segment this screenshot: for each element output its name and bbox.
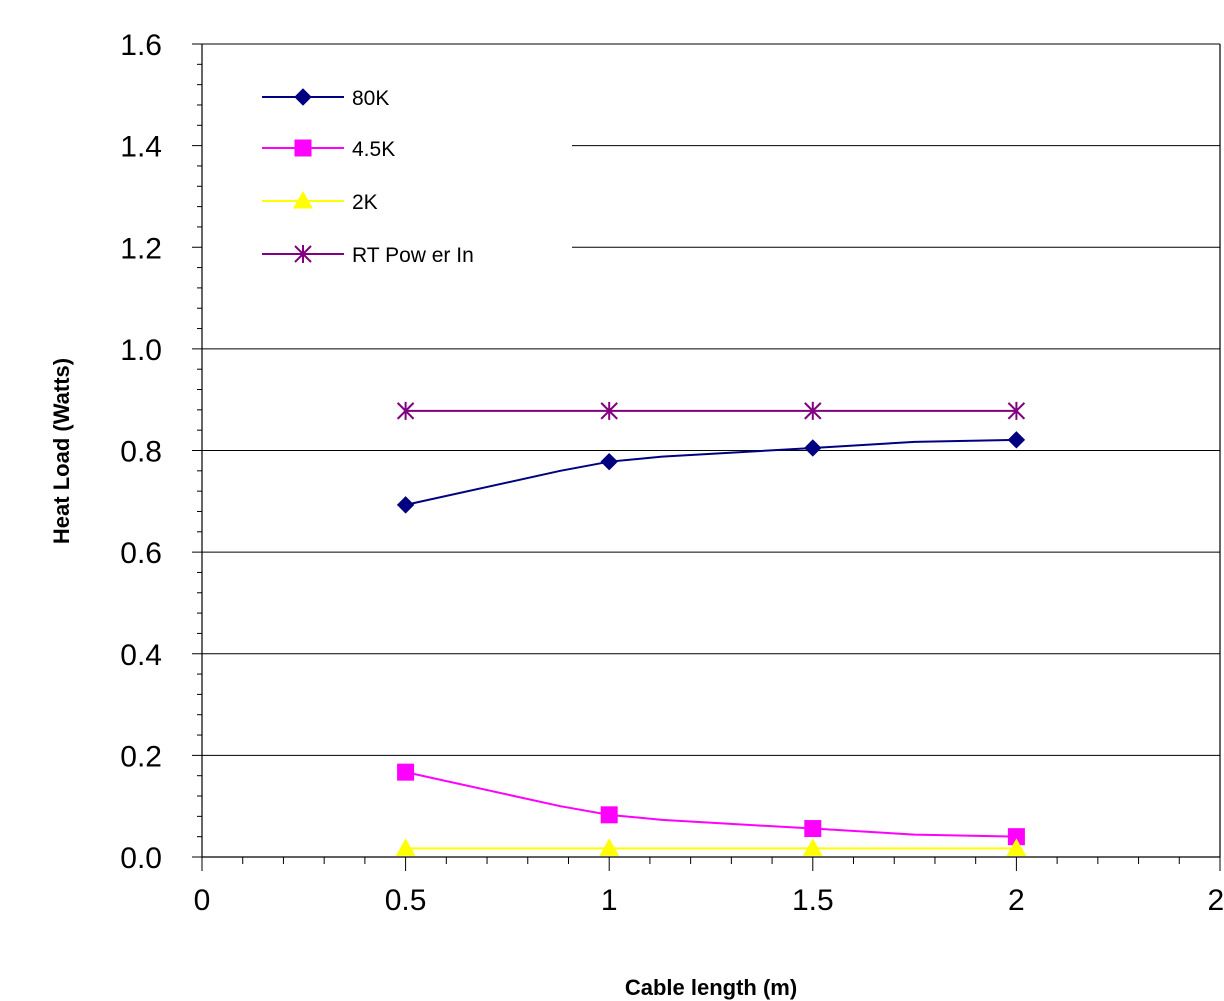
x-tick-label: 1.5 <box>792 884 834 917</box>
y-tick-label: 0.0 <box>120 842 162 875</box>
y-tick-label: 1.6 <box>120 29 162 62</box>
data-point-triangle <box>1006 838 1027 856</box>
series-80k <box>396 431 1026 514</box>
y-tick-label: 0.8 <box>120 436 162 469</box>
data-point-diamond <box>804 439 822 457</box>
data-point-asterisk <box>294 245 312 263</box>
data-point-square <box>804 820 822 838</box>
data-point-triangle <box>802 838 823 856</box>
x-tick-label: 0 <box>194 884 211 917</box>
data-point-triangle <box>293 190 313 209</box>
data-point-square <box>397 763 415 781</box>
data-point-square <box>294 139 312 157</box>
y-tick-label: 1.0 <box>120 334 162 367</box>
data-point-triangle <box>599 838 620 856</box>
y-tick-label: 1.4 <box>120 131 162 164</box>
y-tick-label: 1.2 <box>120 232 162 265</box>
legend: 80K 4.5K 2K RT Pow er In <box>262 87 474 267</box>
series-layer <box>395 401 1027 856</box>
legend-entry: 4.5K <box>262 138 395 161</box>
x-tick-label: 2 <box>1008 884 1025 917</box>
data-point-square <box>600 806 618 824</box>
x-axis-title: Cable length (m) <box>625 975 797 1000</box>
y-tick-label: 0.6 <box>120 537 162 570</box>
legend-entry: 80K <box>262 87 389 110</box>
data-point-asterisk <box>804 401 822 420</box>
x-tick-label: 0.5 <box>385 884 427 917</box>
data-point-diamond <box>1007 431 1026 449</box>
legend-label: RT Pow er In <box>352 244 474 267</box>
gridlines <box>202 43 1220 756</box>
series-line <box>405 771 1017 838</box>
y-axis-title: Heat Load (Watts) <box>49 358 74 544</box>
y-tick-label: 0.4 <box>120 639 162 672</box>
x-tick-label: 2. <box>1207 884 1224 917</box>
data-point-asterisk <box>396 401 415 420</box>
series-line <box>405 438 1017 506</box>
data-point-asterisk <box>600 401 618 420</box>
y-tick-label: 0.2 <box>120 740 162 773</box>
x-tick-label: 1 <box>601 884 618 917</box>
data-point-diamond <box>294 88 312 106</box>
legend-label: 80K <box>352 87 389 110</box>
data-point-triangle <box>395 838 416 856</box>
data-point-asterisk <box>1007 401 1026 420</box>
data-point-diamond <box>396 496 415 514</box>
legend-label: 4.5K <box>352 138 395 161</box>
legend-label: 2K <box>352 191 378 214</box>
series-2k <box>395 838 1027 856</box>
legend-entry: 2K <box>262 190 378 214</box>
legend-entry: RT Pow er In <box>262 244 474 267</box>
data-point-diamond <box>600 452 618 471</box>
series-rt-pow-er-in <box>396 401 1026 420</box>
axes: 0.0 0.2 0.4 0.6 0.8 1.0 1.2 1.4 1.6 0 0.5 1 1.5 2 2. <box>120 29 1224 917</box>
series-4-5k <box>397 763 1025 846</box>
